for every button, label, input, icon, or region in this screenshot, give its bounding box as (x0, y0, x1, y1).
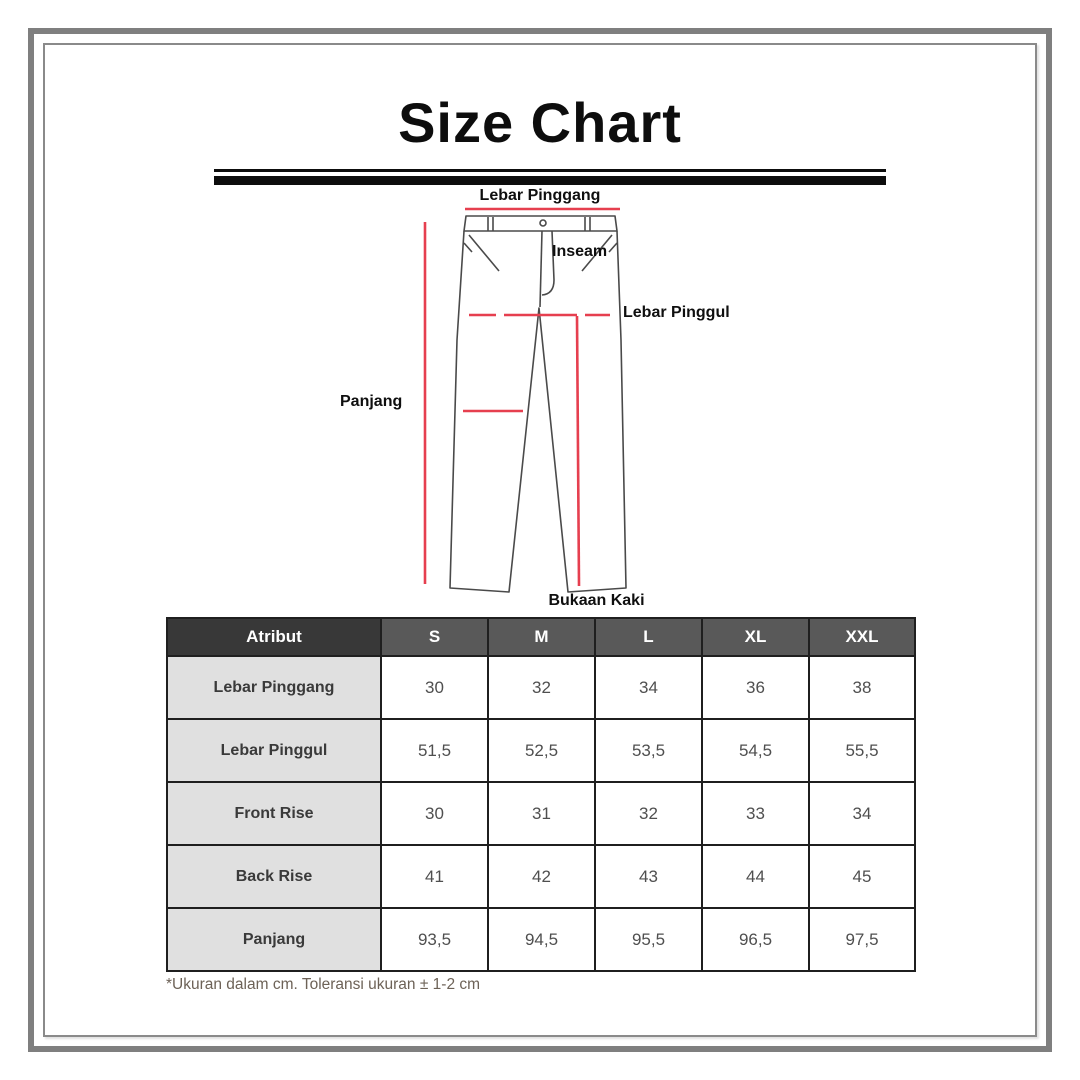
size-table: Atribut S M L XL XXL Lebar Pinggang 30 3… (166, 617, 916, 972)
cell-value: 96,5 (701, 907, 810, 972)
footnote: *Ukuran dalam cm. Toleransi ukuran ± 1-2… (166, 976, 481, 993)
cell-value: 34 (808, 781, 916, 846)
label-panjang: Panjang (340, 393, 403, 410)
table-row: Front Rise 30 31 32 33 34 (166, 781, 916, 846)
cell-value: 32 (487, 655, 596, 720)
pants-diagram (423, 207, 627, 593)
cell-value: 33 (701, 781, 810, 846)
row-label: Lebar Pinggul (166, 718, 382, 783)
cell-value: 44 (701, 844, 810, 909)
cell-value: 34 (594, 655, 703, 720)
label-inseam: Inseam (552, 243, 608, 260)
cell-value: 32 (594, 781, 703, 846)
belt-loop-left (487, 217, 494, 231)
cell-value: 51,5 (380, 718, 489, 783)
cell-value: 30 (380, 781, 489, 846)
fly-stitch-curve (541, 230, 555, 296)
waist-button (539, 219, 547, 227)
row-label: Back Rise (166, 844, 382, 909)
cell-value: 31 (487, 781, 596, 846)
cell-value: 38 (808, 655, 916, 720)
cell-value: 41 (380, 844, 489, 909)
cell-value: 54,5 (701, 718, 810, 783)
table-row: Back Rise 41 42 43 44 45 (166, 844, 916, 909)
cell-value: 43 (594, 844, 703, 909)
fly-center-seam (539, 230, 543, 308)
inseam-measure-line (575, 315, 581, 587)
cell-value: 97,5 (808, 907, 916, 972)
cell-value: 95,5 (594, 907, 703, 972)
label-bukaan-kaki: Bukaan Kaki (548, 592, 645, 609)
col-header-m: M (487, 617, 596, 657)
cell-value: 42 (487, 844, 596, 909)
col-header-l: L (594, 617, 703, 657)
cell-value: 30 (380, 655, 489, 720)
outer-frame-border (28, 28, 1052, 1052)
page-title: Size Chart (398, 91, 682, 154)
cell-value: 45 (808, 844, 916, 909)
cell-value: 55,5 (808, 718, 916, 783)
cell-value: 94,5 (487, 907, 596, 972)
legs-outline (449, 230, 627, 593)
col-header-s: S (380, 617, 489, 657)
table-header-row: Atribut S M L XL XXL (166, 617, 916, 657)
cell-value: 53,5 (594, 718, 703, 783)
cell-value: 93,5 (380, 907, 489, 972)
measurement-lines (423, 207, 620, 587)
col-header-xxl: XXL (808, 617, 916, 657)
row-label: Lebar Pinggang (166, 655, 382, 720)
title-rule-thick (214, 176, 886, 185)
pocket-left (463, 234, 500, 272)
pants-outline (449, 215, 627, 593)
cell-value: 52,5 (487, 718, 596, 783)
col-header-atribut: Atribut (166, 617, 382, 657)
label-lebar-pinggang: Lebar Pinggang (479, 187, 601, 204)
col-header-xl: XL (701, 617, 810, 657)
table-row: Lebar Pinggang 30 32 34 36 38 (166, 655, 916, 720)
belt-loop-right (584, 217, 591, 231)
table-row: Panjang 93,5 94,5 95,5 96,5 97,5 (166, 907, 916, 972)
pocket-right (581, 234, 618, 272)
table-row: Lebar Pinggul 51,5 52,5 53,5 54,5 55,5 (166, 718, 916, 783)
title-rule-thin (214, 169, 886, 172)
row-label: Panjang (166, 907, 382, 972)
label-lebar-pinggul: Lebar Pinggul (623, 304, 730, 321)
inner-frame-border (43, 43, 1037, 1037)
row-label: Front Rise (166, 781, 382, 846)
cell-value: 36 (701, 655, 810, 720)
